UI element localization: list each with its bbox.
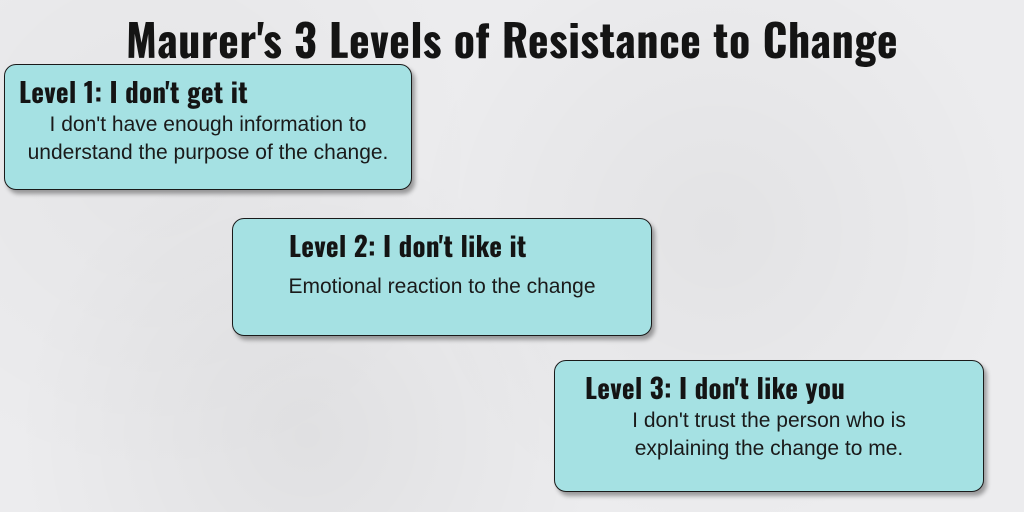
card-level-3: Level 3: I don't like youI don't trust t… bbox=[554, 360, 984, 492]
card-body-level-1: I don't have enough information to under… bbox=[21, 111, 395, 168]
card-title-level-3: Level 3: I don't like you bbox=[585, 367, 845, 407]
card-body-level-3: I don't trust the person who is explaini… bbox=[611, 407, 927, 464]
main-title: Maurer's 3 Levels of Resistance to Chang… bbox=[0, 6, 1024, 71]
card-title-level-2: Level 2: I don't like it bbox=[289, 225, 527, 265]
infographic-stage: Maurer's 3 Levels of Resistance to Chang… bbox=[0, 0, 1024, 512]
card-level-1: Level 1: I don't get itI don't have enou… bbox=[4, 64, 412, 190]
card-level-2: Level 2: I don't like it Emotional reacti… bbox=[232, 218, 652, 336]
card-body-level-2: Emotional reaction to the change bbox=[263, 273, 621, 301]
card-title-level-1: Level 1: I don't get it bbox=[19, 71, 248, 111]
